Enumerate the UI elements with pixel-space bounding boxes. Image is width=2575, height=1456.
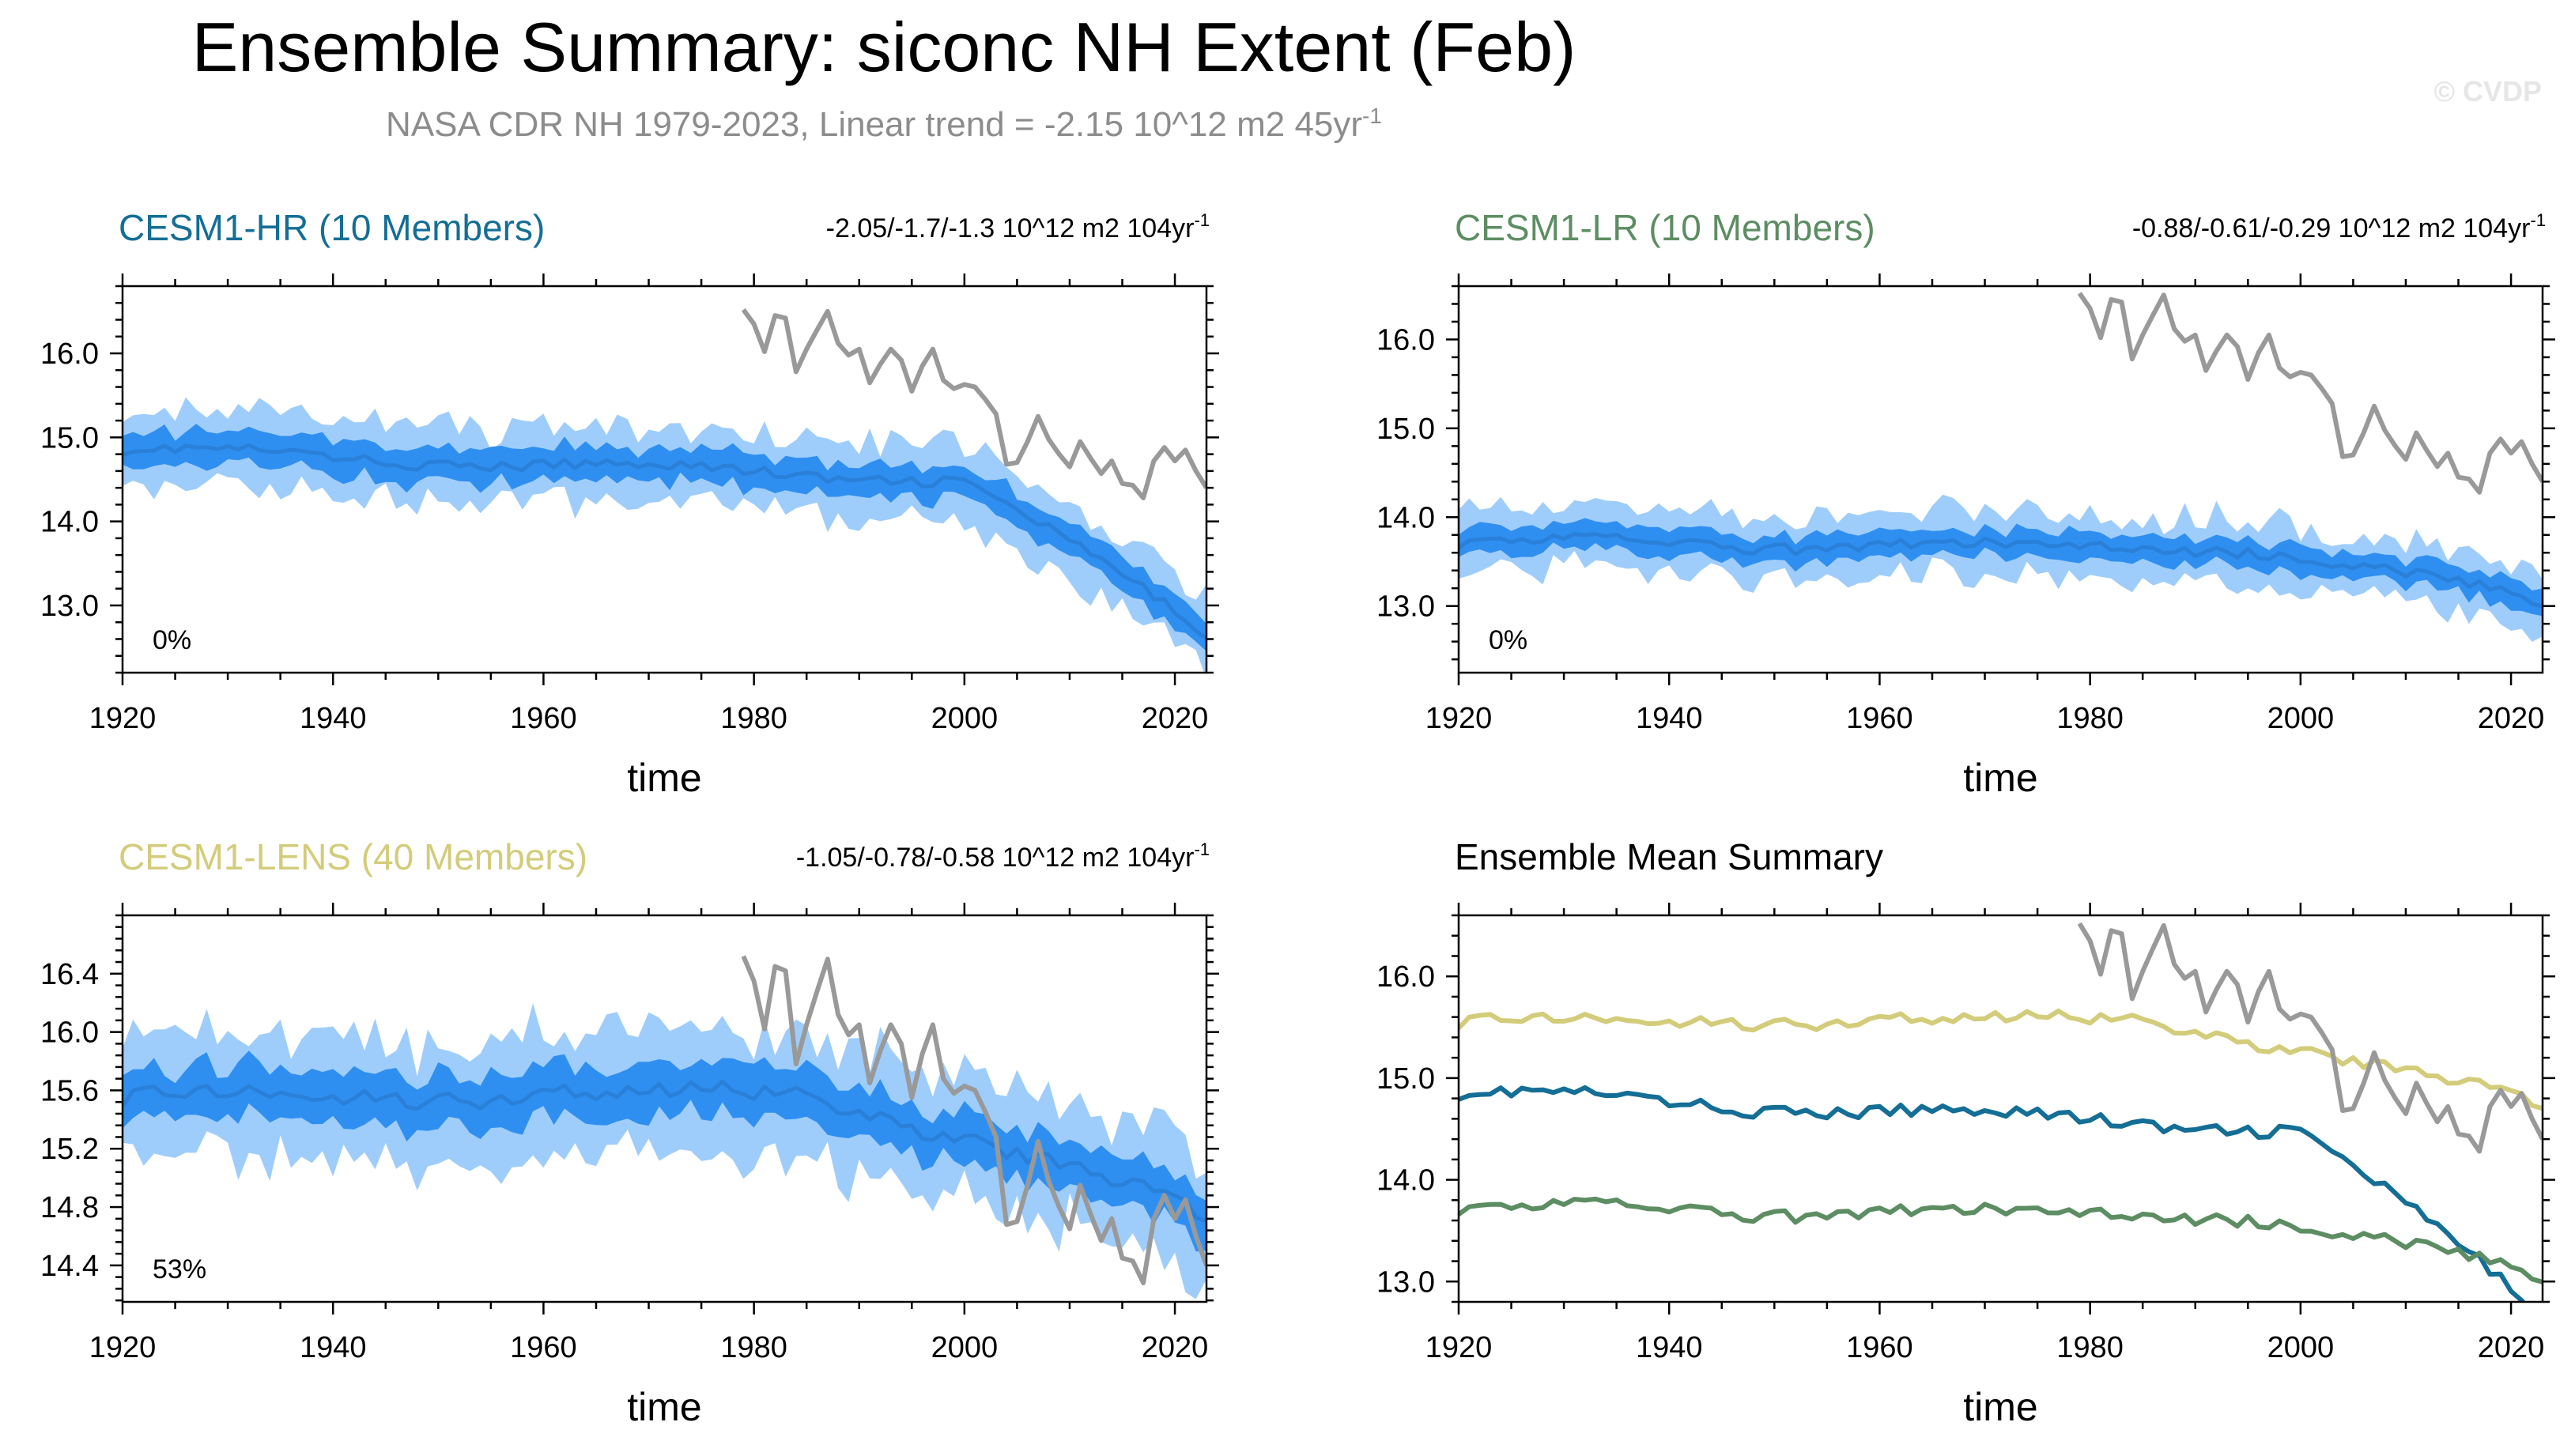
trend-text: -2.05/-1.7/-1.3 10^12 m2 104yr-1 xyxy=(826,210,1210,243)
x-tick-label: 1960 xyxy=(510,1331,577,1364)
panel-title: CESM1-HR (10 Members) xyxy=(119,207,545,248)
y-tick-label: 15.0 xyxy=(1376,1062,1435,1096)
x-tick-label: 1940 xyxy=(1636,1331,1703,1364)
trend-text: -1.05/-0.78/-0.58 10^12 m2 104yr-1 xyxy=(796,839,1210,873)
plot-frame xyxy=(1457,914,2544,1303)
observation-line xyxy=(741,955,1206,1285)
plot-area xyxy=(123,955,1206,1299)
panel-lr: 1920 1940 1960 1980 2000 2020 13.0 14.0 15.0 16.0… xyxy=(1376,207,2555,800)
observation-line xyxy=(2077,292,2543,495)
x-tick-label: 1980 xyxy=(2056,702,2124,735)
x-tick-label: 2000 xyxy=(2267,1331,2335,1364)
plot-area xyxy=(123,308,1206,673)
summary-line-hr xyxy=(1459,1084,2527,1302)
y-tick-label: 14.0 xyxy=(1376,1164,1435,1198)
x-tick-label: 1980 xyxy=(720,702,787,735)
x-tick-label: 1920 xyxy=(89,702,157,735)
ensemble-mean-line xyxy=(123,1079,1206,1224)
x-tick-label: 1920 xyxy=(89,1331,157,1364)
y-tick-label: 13.0 xyxy=(1376,1266,1435,1299)
figure-subtitle-sup: -1 xyxy=(1362,104,1382,128)
figure-title: Ensemble Summary: siconc NH Extent (Feb) xyxy=(192,8,1576,86)
figure-subtitle: NASA CDR NH 1979-2023, Linear trend = -2… xyxy=(386,104,1382,144)
trend-value: -0.88/-0.61/-0.29 10^12 m2 104yr xyxy=(2132,213,2531,243)
panel-title: CESM1-LR (10 Members) xyxy=(1455,207,1875,248)
trend-value: -1.05/-0.78/-0.58 10^12 m2 104yr xyxy=(796,843,1195,873)
ensemble-mean-line xyxy=(1459,532,2543,609)
plot-area xyxy=(1459,292,2543,642)
y-tick-label: 14.8 xyxy=(40,1191,99,1224)
panel-lens: 1920 1940 1960 1980 2000 2020 14.4 14.8 15.2 15.6… xyxy=(40,836,1219,1429)
x-tick-label: 1940 xyxy=(300,1331,367,1364)
panels-group: 1920 1940 1960 1980 2000 2020 13.0 14.0 15.0 16.0… xyxy=(40,207,2555,1429)
trend-value: -2.05/-1.7/-1.3 10^12 m2 104yr xyxy=(826,213,1195,243)
y-tick-label: 16.0 xyxy=(1376,960,1435,994)
x-tick-label: 2020 xyxy=(2478,1331,2545,1364)
trend-superscript: -1 xyxy=(1194,210,1210,230)
plot-frame xyxy=(1457,285,2544,674)
panel-summary: 1920 1940 1960 1980 2000 2020 13.0 14.0 15.0 16.0… xyxy=(1376,836,2555,1429)
y-tick-label: 14.0 xyxy=(1376,501,1435,534)
summary-line-lens xyxy=(1459,1008,2543,1111)
y-tick-label: 16.0 xyxy=(40,1017,99,1050)
y-tick-label: 16.0 xyxy=(40,338,99,371)
copyright-watermark: © CVDP xyxy=(2433,75,2542,108)
trend-superscript: -1 xyxy=(2530,210,2546,230)
summary-line-lr xyxy=(1459,1196,2543,1284)
y-tick-label: 13.0 xyxy=(1376,590,1435,624)
ensemble-iqr-band xyxy=(1459,518,2543,617)
x-tick-label: 1920 xyxy=(1425,702,1493,735)
x-tick-label: 1980 xyxy=(2056,1331,2124,1364)
x-tick-label: 1960 xyxy=(1846,702,1913,735)
ensemble-mean-line xyxy=(123,443,1206,640)
x-axis-label: time xyxy=(1963,1385,2037,1429)
y-tick-label: 15.6 xyxy=(40,1074,99,1107)
x-tick-label: 2000 xyxy=(931,1331,999,1364)
x-tick-label: 1980 xyxy=(720,1331,787,1364)
rank-percentage: 0% xyxy=(153,625,191,655)
plot-frame xyxy=(121,285,1208,674)
rank-percentage: 0% xyxy=(1489,625,1527,655)
trend-superscript: -1 xyxy=(1194,839,1210,859)
ensemble-iqr-band xyxy=(123,424,1206,652)
x-tick-label: 1940 xyxy=(1636,702,1703,735)
ensemble-range-band xyxy=(1459,494,2543,642)
x-tick-label: 2020 xyxy=(1142,1331,1209,1364)
trend-text: -0.88/-0.61/-0.29 10^12 m2 104yr-1 xyxy=(2132,210,2546,243)
x-axis-label: time xyxy=(1963,756,2037,800)
ensemble-iqr-band xyxy=(123,1051,1206,1252)
plot-frame xyxy=(121,914,1208,1303)
x-tick-label: 1920 xyxy=(1425,1331,1493,1364)
y-tick-label: 15.0 xyxy=(1376,413,1435,446)
x-tick-label: 2020 xyxy=(1142,702,1209,735)
y-tick-label: 16.4 xyxy=(40,958,99,991)
panel-hr: 1920 1940 1960 1980 2000 2020 13.0 14.0 15.0 16.0… xyxy=(40,207,1219,800)
x-axis-label: time xyxy=(627,756,701,800)
x-tick-label: 2000 xyxy=(931,702,999,735)
figure-subtitle-main: NASA CDR NH 1979-2023, Linear trend = -2… xyxy=(386,105,1362,144)
summary-line-obs xyxy=(2077,922,2543,1154)
x-tick-label: 2000 xyxy=(2267,702,2335,735)
y-tick-label: 16.0 xyxy=(1376,323,1435,356)
y-tick-label: 14.0 xyxy=(40,506,99,539)
rank-percentage: 53% xyxy=(153,1254,206,1284)
x-tick-label: 2020 xyxy=(2478,702,2545,735)
x-tick-label: 1960 xyxy=(510,702,577,735)
y-tick-label: 14.4 xyxy=(40,1250,99,1283)
panel-title: CESM1-LENS (40 Members) xyxy=(119,836,587,877)
y-tick-label: 13.0 xyxy=(40,590,99,623)
x-tick-label: 1960 xyxy=(1846,1331,1913,1364)
y-tick-label: 15.2 xyxy=(40,1133,99,1166)
plot-area xyxy=(1459,922,2543,1302)
x-axis-label: time xyxy=(627,1385,701,1429)
y-tick-label: 15.0 xyxy=(40,421,99,455)
panel-title: Ensemble Mean Summary xyxy=(1455,836,1883,877)
x-tick-label: 1940 xyxy=(300,702,367,735)
observation-line xyxy=(741,308,1206,500)
